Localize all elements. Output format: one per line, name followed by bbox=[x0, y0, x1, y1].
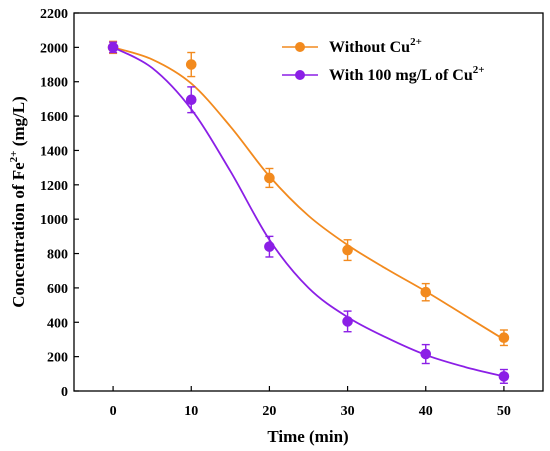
y-tick-label-11: 2200 bbox=[40, 7, 68, 22]
legend-label-with-cu: With 100 mg/L of Cu2+ bbox=[329, 64, 485, 84]
series-0-point-4 bbox=[420, 286, 432, 298]
x-tick-label-1: 10 bbox=[184, 404, 198, 419]
x-tick-label-2: 20 bbox=[262, 404, 276, 419]
y-tick-label-1: 200 bbox=[47, 351, 68, 366]
y-tick-label-3: 600 bbox=[47, 282, 68, 297]
series-0 bbox=[107, 40, 510, 347]
y-axis-title-base: Concentration of Fe bbox=[9, 162, 28, 308]
series-1-point-2 bbox=[264, 241, 275, 252]
y-tick-label-6: 1200 bbox=[40, 179, 68, 194]
x-tick-label-4: 40 bbox=[419, 404, 433, 419]
y-axis-title-unit: (mg/L) bbox=[9, 96, 28, 150]
x-axis-title: Time (min) bbox=[267, 427, 348, 446]
series-layer bbox=[107, 40, 510, 384]
y-tick-label-5: 1000 bbox=[40, 213, 68, 228]
y-tick-label-4: 800 bbox=[47, 248, 68, 263]
legend-marker-without-cu bbox=[295, 42, 305, 52]
series-1-point-5 bbox=[498, 371, 510, 382]
y-tick-label-9: 1800 bbox=[40, 76, 68, 91]
series-0-point-3 bbox=[342, 244, 353, 256]
plot-frame bbox=[73, 12, 544, 392]
y-tick-label-2: 400 bbox=[47, 316, 68, 331]
y-tick-label-0: 0 bbox=[61, 385, 68, 400]
legend-label-without-cu: Without Cu2+ bbox=[329, 36, 422, 56]
x-tick-label-3: 30 bbox=[341, 404, 355, 419]
series-0-point-5 bbox=[498, 332, 510, 344]
legend-label-with-cu-base: With 100 mg/L of Cu bbox=[329, 67, 473, 84]
y-tick-label-7: 1400 bbox=[40, 144, 68, 159]
x-tick-label-5: 50 bbox=[497, 404, 511, 419]
legend-entry-without-cu: Without Cu2+ bbox=[282, 36, 422, 56]
series-1-point-3 bbox=[342, 316, 353, 327]
series-1-point-0 bbox=[107, 42, 119, 53]
legend-marker-with-cu bbox=[295, 70, 305, 80]
series-1-point-4 bbox=[420, 348, 432, 360]
legend: Without Cu2+ With 100 mg/L of Cu2+ bbox=[282, 36, 485, 84]
series-0-point-1 bbox=[185, 59, 197, 70]
series-0-curve bbox=[112, 46, 505, 341]
y-tick-label-10: 2000 bbox=[40, 41, 68, 56]
legend-label-with-cu-sup: 2+ bbox=[473, 64, 485, 76]
series-0-point-2 bbox=[264, 172, 275, 184]
series-1-point-1 bbox=[185, 94, 197, 106]
x-tick-label-0: 0 bbox=[110, 404, 117, 419]
y-axis-title: Concentration of Fe2+ (mg/L) bbox=[8, 96, 28, 308]
series-1 bbox=[107, 41, 510, 384]
series-1-curve bbox=[112, 46, 505, 378]
axis-ticks: 0 10 20 30 40 50 0 200 400 600 800 1000 1200 1400 1600… bbox=[40, 7, 511, 419]
y-tick-label-8: 1600 bbox=[40, 110, 68, 125]
legend-label-without-cu-sup: 2+ bbox=[410, 36, 422, 48]
y-axis-title-sup: 2+ bbox=[8, 151, 20, 163]
legend-label-without-cu-base: Without Cu bbox=[329, 39, 410, 56]
legend-entry-with-cu: With 100 mg/L of Cu2+ bbox=[282, 64, 485, 84]
